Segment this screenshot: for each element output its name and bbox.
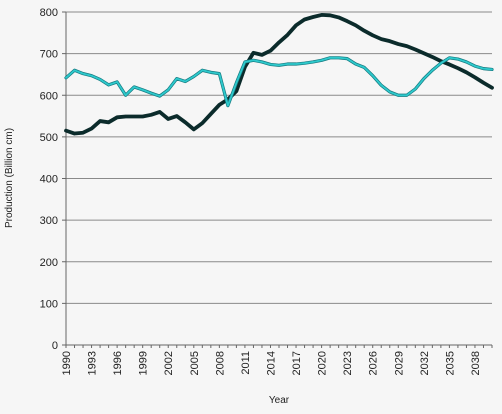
x-tick-label: 1993 — [87, 351, 99, 375]
series-lines — [64, 13, 494, 136]
y-tick-label: 700 — [40, 49, 58, 61]
x-axis-label: Year — [269, 395, 290, 406]
y-tick-label: 0 — [52, 340, 58, 352]
x-tick-label: 2017 — [291, 351, 303, 375]
y-tick-labels: 0 100 200 300 400 500 600 700 800 — [40, 7, 58, 352]
series-1-line — [64, 13, 494, 136]
x-tick-labels: 1990 1993 1996 1999 2002 2005 2008 2011 2014 2017… — [61, 351, 482, 375]
x-tick-label: 2008 — [214, 351, 226, 375]
x-tick-label: 2020 — [317, 351, 329, 375]
x-tick-label: 2038 — [470, 351, 482, 375]
x-tick-label: 2029 — [393, 351, 405, 375]
x-tick-label: 1996 — [112, 351, 124, 375]
y-tick-label: 500 — [40, 132, 58, 144]
x-tick-label: 2005 — [189, 351, 201, 375]
x-tick-label: 2035 — [444, 351, 456, 375]
x-tick-label: 2032 — [419, 351, 431, 375]
axes — [62, 11, 493, 348]
x-tick-label: 2002 — [163, 351, 175, 375]
x-tick-label: 2023 — [342, 351, 354, 375]
y-tick-label: 800 — [40, 7, 58, 19]
y-tick-label: 600 — [40, 90, 58, 102]
y-tick-label: 400 — [40, 174, 58, 186]
x-tick-label: 2011 — [240, 351, 252, 375]
y-axis-label: Production (Billion cm) — [4, 128, 15, 228]
x-tick-label: 2026 — [368, 351, 380, 375]
x-tick-label: 2014 — [265, 351, 277, 375]
x-tick-label: 1999 — [138, 351, 150, 375]
y-tick-label: 200 — [40, 257, 58, 269]
y-tick-label: 300 — [40, 215, 58, 227]
x-tick-label: 1990 — [61, 351, 73, 375]
series-2-line — [65, 56, 493, 107]
y-tick-label: 100 — [40, 298, 58, 310]
